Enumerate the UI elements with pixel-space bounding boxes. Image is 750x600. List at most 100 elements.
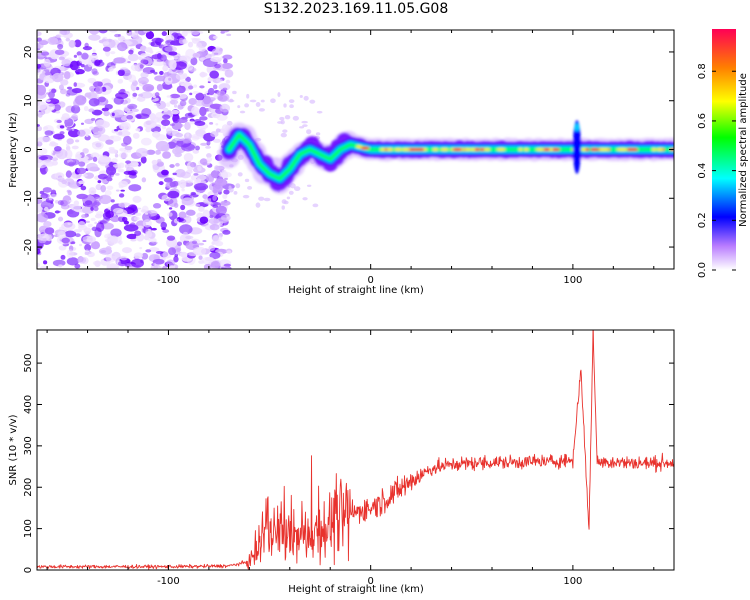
noise-speckle xyxy=(52,72,64,83)
noise-speckle xyxy=(199,71,206,78)
noise-speckle xyxy=(68,200,73,202)
noise-speckle xyxy=(94,213,103,219)
snr-axes: -100 0 100 0 100 200 300 400 500 xyxy=(23,330,674,587)
noise-speckle xyxy=(44,56,48,59)
noise-speckle xyxy=(37,213,49,223)
noise-speckle xyxy=(185,209,196,216)
noise-speckle xyxy=(185,235,194,240)
noise-speckle xyxy=(124,91,129,94)
noise-speckle xyxy=(78,180,85,185)
noise-speckle xyxy=(77,256,87,264)
noise-speckle xyxy=(61,222,76,231)
noise-speckle xyxy=(292,115,299,121)
snr-y-axis-label: SNR (10 * v/v) xyxy=(8,414,19,485)
noise-speckle xyxy=(87,60,93,68)
noise-speckle xyxy=(52,259,66,267)
noise-speckle xyxy=(74,39,82,48)
noise-speckle xyxy=(185,180,190,183)
noise-speckle xyxy=(54,210,60,214)
noise-speckle xyxy=(175,162,180,167)
noise-speckle xyxy=(154,75,166,82)
noise-speckle xyxy=(53,104,61,111)
noise-speckle xyxy=(212,35,218,40)
noise-speckle xyxy=(114,128,119,132)
noise-speckle xyxy=(119,69,125,75)
noise-speckle xyxy=(109,235,118,243)
noise-speckle xyxy=(130,258,144,268)
noise-speckle xyxy=(199,106,207,117)
noise-speckle xyxy=(169,181,176,188)
noise-speckle xyxy=(187,41,194,48)
noise-speckle xyxy=(127,103,138,110)
noise-speckle xyxy=(78,55,82,59)
noise-speckle xyxy=(89,53,98,61)
x-tick-label: -100 xyxy=(157,576,180,587)
noise-speckle xyxy=(154,92,160,97)
noise-speckle xyxy=(68,40,76,48)
noise-speckle xyxy=(52,152,56,156)
noise-speckle xyxy=(127,74,137,83)
noise-speckle xyxy=(176,85,186,94)
x-tick-label: -100 xyxy=(157,275,180,286)
noise-speckle xyxy=(161,31,167,37)
noise-speckle xyxy=(151,131,161,138)
noise-speckle xyxy=(90,117,96,121)
snr-frame xyxy=(36,329,675,571)
noise-speckle xyxy=(43,126,49,130)
noise-speckle xyxy=(81,214,88,219)
noise-speckle xyxy=(198,260,205,264)
noise-speckle xyxy=(211,234,223,242)
noise-speckle xyxy=(110,255,117,261)
noise-speckle xyxy=(37,112,43,118)
noise-speckle xyxy=(140,59,148,64)
noise-speckle xyxy=(85,133,89,137)
noise-speckle xyxy=(195,42,202,49)
noise-speckle xyxy=(149,113,156,121)
noise-speckle xyxy=(194,100,205,107)
ridge-hotspot xyxy=(590,148,598,151)
noise-speckle xyxy=(110,199,115,203)
noise-speckle xyxy=(43,260,47,264)
noise-speckle xyxy=(140,71,149,79)
noise-speckle xyxy=(149,69,156,73)
noise-speckle xyxy=(283,200,289,205)
ridge-hotspot xyxy=(401,148,411,151)
noise-speckle xyxy=(132,195,142,203)
noise-speckle xyxy=(100,184,107,193)
noise-speckle xyxy=(205,145,211,149)
noise-speckle xyxy=(82,148,89,154)
noise-speckle xyxy=(64,230,77,238)
noise-speckle xyxy=(210,260,221,268)
noise-speckle xyxy=(117,261,128,266)
noise-speckle xyxy=(195,192,201,195)
noise-speckle xyxy=(42,187,52,193)
noise-speckle xyxy=(204,108,210,112)
noise-speckle xyxy=(41,51,50,56)
noise-speckle xyxy=(84,135,91,141)
noise-speckle xyxy=(221,62,233,69)
ridge-hotspot xyxy=(651,148,657,151)
noise-speckle xyxy=(115,189,120,192)
noise-speckle xyxy=(134,30,143,34)
noise-speckle xyxy=(90,206,94,211)
noise-speckle xyxy=(37,63,42,69)
noise-speckle xyxy=(84,220,90,224)
noise-speckle xyxy=(44,130,54,136)
noise-speckle xyxy=(142,219,152,228)
noise-speckle xyxy=(203,263,212,269)
noise-speckle xyxy=(166,235,176,241)
noise-speckle xyxy=(255,101,261,107)
ridge-hotspot xyxy=(518,148,523,151)
noise-speckle xyxy=(128,49,134,55)
noise-speckle xyxy=(92,49,96,53)
noise-speckle xyxy=(144,212,149,215)
noise-speckle xyxy=(53,133,65,140)
noise-speckle xyxy=(225,79,231,84)
noise-speckle xyxy=(282,129,288,133)
noise-speckle xyxy=(156,161,164,167)
noise-speckle xyxy=(116,209,128,218)
noise-speckle xyxy=(65,92,71,97)
noise-speckle xyxy=(141,205,149,213)
ridge-hotspot xyxy=(496,148,506,151)
noise-speckle xyxy=(199,85,205,89)
